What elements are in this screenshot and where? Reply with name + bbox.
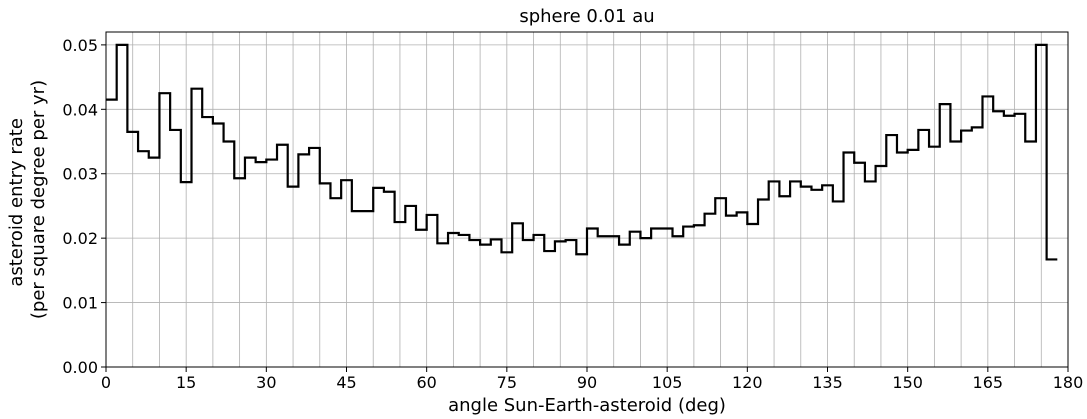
x-tick-label: 135 [812, 373, 843, 392]
grid [106, 32, 1068, 367]
x-tick-label: 165 [973, 373, 1004, 392]
histogram-step-line [106, 43, 1058, 261]
y-tick-label: 0.05 [62, 36, 98, 55]
ticks: 0.00 0.01 0.02 0.03 0.04 0.05 0 15 30 45 60 75 90 105… [62, 36, 1083, 392]
x-tick-label: 75 [497, 373, 517, 392]
y-tick-label: 0.00 [62, 358, 98, 377]
series [106, 43, 1058, 261]
plot-frame [105, 31, 1069, 368]
y-axis-label-line1: asteroid entry rate [6, 118, 27, 287]
x-tick-label: 60 [416, 373, 436, 392]
y-axis-label-line2: (per square degree per yr) [28, 80, 49, 319]
y-axis-label: asteroid entry rate (per square degree p… [6, 80, 49, 319]
x-tick-label: 120 [732, 373, 763, 392]
x-tick-label: 90 [577, 373, 597, 392]
y-tick-label: 0.04 [62, 100, 98, 119]
x-tick-label: 0 [101, 373, 111, 392]
x-tick-label: 150 [892, 373, 923, 392]
x-tick-label: 105 [652, 373, 683, 392]
x-tick-label: 180 [1053, 373, 1084, 392]
x-tick-label: 45 [336, 373, 356, 392]
y-tick-label: 0.01 [62, 294, 98, 313]
x-axis-label: angle Sun-Earth-asteroid (deg) [448, 395, 726, 416]
y-tick-label: 0.03 [62, 165, 98, 184]
x-tick-label: 15 [176, 373, 196, 392]
x-tick-label: 30 [256, 373, 276, 392]
chart-title: sphere 0.01 au [519, 6, 654, 27]
y-tick-label: 0.02 [62, 229, 98, 248]
